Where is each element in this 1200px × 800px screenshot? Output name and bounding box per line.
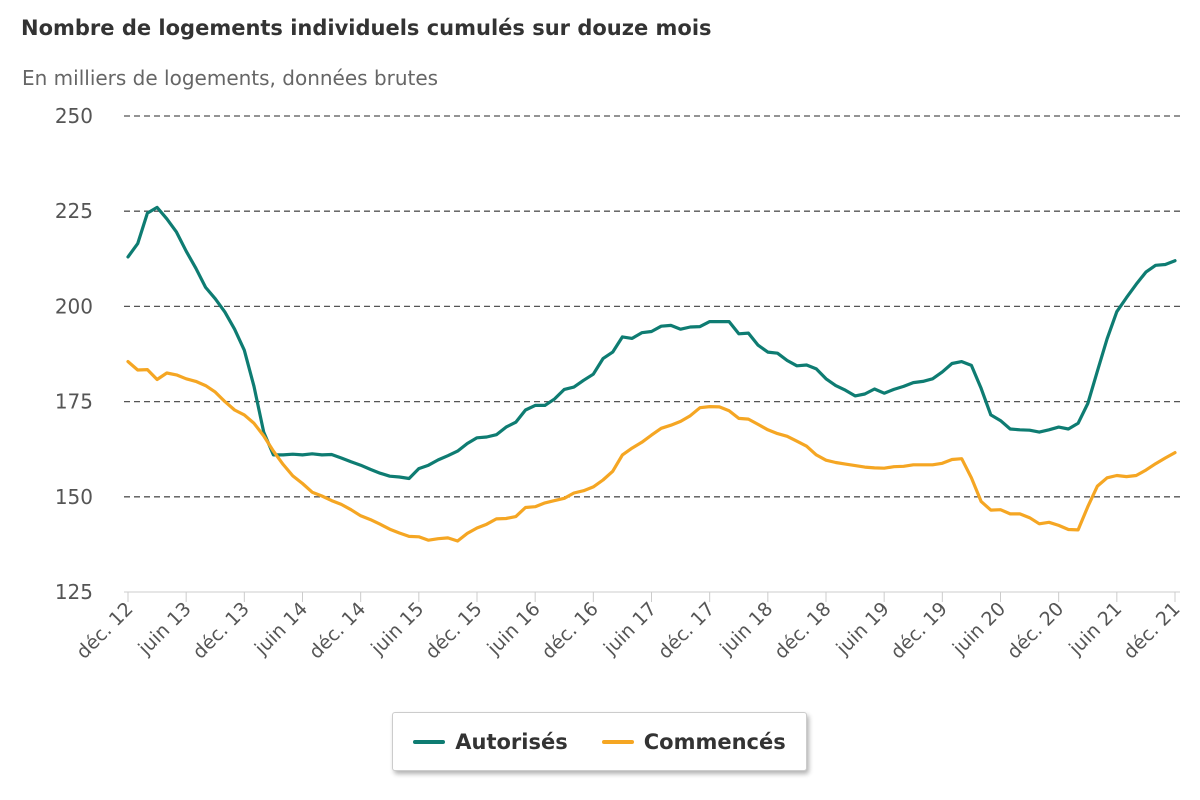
legend-item-autorises[interactable]: Autorisés bbox=[413, 729, 568, 754]
legend: Autorisés Commencés bbox=[392, 712, 807, 771]
x-tick-label: déc. 12 bbox=[72, 598, 137, 663]
x-tick-label: déc. 18 bbox=[770, 598, 835, 663]
legend-item-commences[interactable]: Commencés bbox=[601, 729, 786, 754]
y-tick-label: 150 bbox=[55, 485, 93, 509]
series-line-commences bbox=[126, 360, 1177, 543]
legend-label: Autorisés bbox=[455, 729, 568, 754]
chart-title: Nombre de logements individuels cumulés … bbox=[21, 16, 712, 40]
x-tick-label: juin 18 bbox=[715, 598, 777, 660]
y-tick-label: 125 bbox=[55, 580, 93, 604]
x-tick-label: juin 15 bbox=[366, 598, 428, 660]
x-tick-label: déc. 17 bbox=[654, 598, 719, 663]
x-tick-label: juin 19 bbox=[832, 598, 894, 660]
x-tick-label: juin 13 bbox=[134, 598, 196, 660]
legend-swatch bbox=[601, 739, 634, 744]
y-tick-label: 175 bbox=[55, 390, 93, 414]
legend-label: Commencés bbox=[643, 729, 786, 754]
x-tick-label: déc. 20 bbox=[1003, 598, 1068, 663]
legend-swatch bbox=[413, 739, 446, 744]
x-tick-label: déc. 14 bbox=[305, 598, 370, 663]
x-tick-label: déc. 15 bbox=[421, 598, 486, 663]
x-tick-label: juin 20 bbox=[948, 598, 1010, 660]
y-tick-label: 250 bbox=[55, 104, 93, 128]
x-tick-label: déc. 16 bbox=[537, 598, 602, 663]
y-tick-label: 200 bbox=[55, 294, 93, 318]
x-tick-label: déc. 21 bbox=[1119, 598, 1184, 663]
x-tick-label: juin 21 bbox=[1064, 598, 1126, 660]
x-tick-label: déc. 13 bbox=[188, 598, 253, 663]
y-tick-label: 225 bbox=[55, 199, 93, 223]
series-line-autorises bbox=[126, 205, 1177, 481]
x-tick-label: juin 16 bbox=[483, 598, 545, 660]
x-tick-label: juin 14 bbox=[250, 598, 312, 660]
chart-subtitle: En milliers de logements, données brutes bbox=[22, 66, 439, 90]
x-tick-label: juin 17 bbox=[599, 598, 661, 660]
x-tick-label: déc. 19 bbox=[886, 598, 951, 663]
